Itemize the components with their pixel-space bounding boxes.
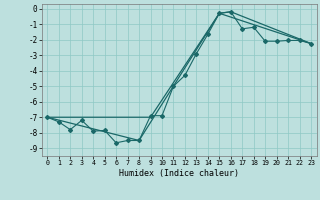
X-axis label: Humidex (Indice chaleur): Humidex (Indice chaleur) (119, 169, 239, 178)
